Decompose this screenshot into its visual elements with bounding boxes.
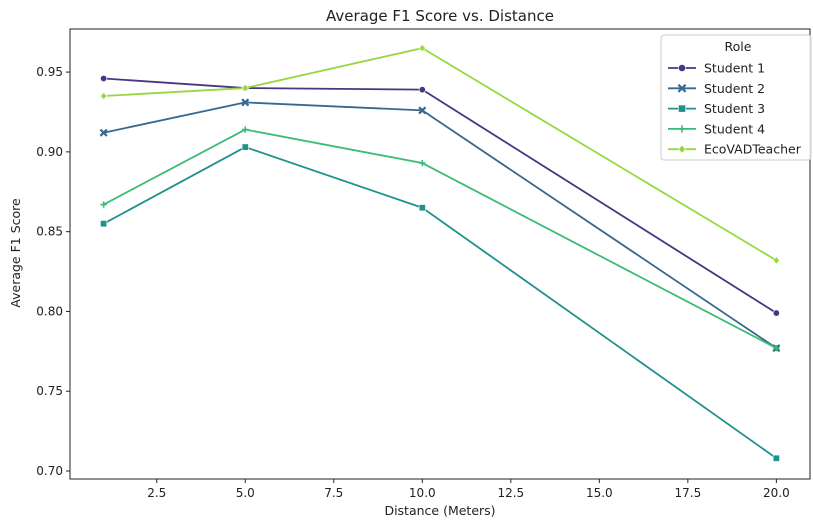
x-tick-label: 7.5 (324, 486, 343, 500)
data-point (419, 159, 426, 167)
legend-marker (677, 83, 687, 93)
x-tick-label: 20.0 (763, 486, 790, 500)
legend-item: Student 4 (668, 121, 765, 136)
data-point (100, 201, 107, 208)
series-ecovadteacher (100, 44, 780, 265)
data-point (100, 220, 108, 228)
legend-marker (678, 104, 686, 113)
legend-label: Student 1 (704, 61, 765, 76)
y-tick-label: 0.95 (36, 65, 63, 79)
legend-frame (660, 34, 812, 161)
series-line (103, 146, 777, 459)
legend-label: Student 4 (704, 121, 765, 136)
series-line (103, 101, 777, 349)
y-tick-label: 0.90 (36, 145, 63, 159)
y-axis-label: Average F1 Score (8, 198, 23, 308)
data-point (242, 126, 249, 133)
y-tick-label: 0.75 (36, 384, 63, 398)
data-point (772, 256, 780, 265)
legend-label: Student 3 (704, 101, 765, 116)
series-student-3 (100, 143, 780, 462)
data-point (418, 106, 427, 115)
data-point (418, 44, 426, 53)
x-tick-label: 15.0 (586, 486, 613, 500)
legend-item: Student 3 (668, 101, 765, 116)
x-tick-label: 2.5 (147, 486, 166, 500)
legend-item: Student 2 (668, 81, 765, 96)
legend-marker (678, 144, 686, 154)
x-tick-label: 17.5 (674, 486, 701, 500)
legend-item: Student 1 (668, 61, 765, 76)
data-point (100, 91, 108, 101)
x-axis-label: Distance (Meters) (384, 503, 495, 518)
plot-frame (69, 28, 811, 480)
plot-area: 2.5 5.0 7.5 10.0 12.5 15.0 17.5 20.0 0.70 0.75 0.8… (36, 28, 811, 500)
series-student-4 (100, 126, 780, 352)
data-point (418, 204, 426, 212)
data-point (99, 128, 108, 137)
y-tick-label: 0.85 (36, 225, 63, 239)
chart-title: Average F1 Score vs. Distance (326, 7, 554, 25)
data-point (241, 98, 250, 107)
data-point (241, 83, 249, 93)
data-point (418, 86, 426, 94)
data-point (241, 143, 249, 151)
legend-label: EcoVADTeacher (704, 142, 802, 157)
series-line (103, 77, 777, 314)
legend-label: Student 2 (704, 81, 765, 96)
y-tick-label: 0.80 (36, 304, 63, 318)
legend-marker (678, 125, 686, 133)
legend: Role Student 1 Student 2 Student 3 Student … (660, 34, 812, 161)
x-tick-label: 10.0 (409, 486, 436, 500)
data-point (773, 344, 780, 352)
data-point (100, 74, 108, 82)
series-line (103, 128, 777, 349)
y-tick-label: 0.70 (36, 464, 63, 478)
data-point (772, 309, 780, 317)
series-line (103, 47, 777, 262)
legend-marker (678, 64, 686, 72)
x-tick-label: 5.0 (236, 486, 255, 500)
x-tick-label: 12.5 (497, 486, 524, 500)
data-point (772, 454, 780, 462)
legend-item: EcoVADTeacher (668, 142, 802, 157)
legend-title: Role (725, 39, 752, 54)
